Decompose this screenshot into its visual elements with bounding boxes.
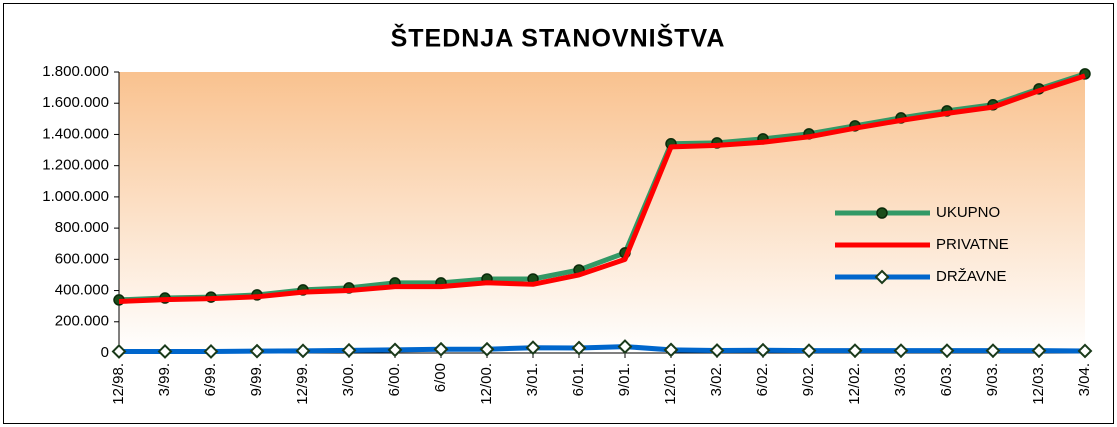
x-tick-label: 3/99.: [156, 363, 173, 396]
data-point: [985, 343, 1001, 359]
data-point: [433, 341, 449, 357]
x-tick-label: 3/02.: [708, 363, 725, 396]
data-point: [295, 343, 311, 359]
data-point: [341, 342, 357, 358]
data-point: [571, 340, 587, 356]
legend-label: UKUPNO: [936, 204, 1000, 221]
x-tick-label: 9/02.: [800, 363, 817, 396]
data-point: [1077, 343, 1093, 359]
data-point: [617, 339, 633, 355]
data-point: [709, 343, 725, 358]
legend-marker: [876, 207, 888, 219]
x-tick-label: 9/03.: [984, 363, 1001, 396]
series-line: [119, 344, 1086, 354]
x-tick-label: 6/01.: [570, 363, 587, 396]
y-tick-label: 0: [101, 344, 109, 361]
legend-label: DRŽAVNE: [936, 268, 1007, 285]
y-tick-label: 800.000: [55, 219, 109, 236]
y-tick-label: 1.000.000: [42, 188, 109, 205]
data-point: [801, 343, 817, 359]
data-point: [111, 344, 127, 359]
x-tick-label: 3/04.: [1076, 363, 1093, 396]
x-tick-label: 9/99.: [248, 363, 265, 396]
x-tick-label: 6/02.: [754, 363, 771, 396]
data-point: [893, 343, 909, 359]
x-tick-label: 12/02.: [846, 363, 863, 405]
x-tick-label: 12/03.: [1030, 363, 1047, 405]
x-tick-label: 12/99.: [294, 363, 311, 405]
x-tick-label: 6/99.: [202, 363, 219, 396]
data-point: [663, 342, 679, 358]
data-point: [939, 343, 955, 359]
y-tick-label: 1.600.000: [42, 94, 109, 111]
x-tick-label: 3/00.: [340, 363, 357, 396]
x-tick-label: 12/01.: [662, 363, 679, 405]
y-tick-label: 1.400.000: [42, 125, 109, 142]
x-tick-label: 6/00.: [386, 363, 403, 396]
data-point: [203, 344, 219, 359]
data-point: [249, 343, 265, 359]
x-tick-label: 9/01.: [616, 363, 633, 396]
x-tick-label: 6/03.: [938, 363, 955, 396]
y-tick-label: 200.000: [55, 313, 109, 330]
data-point: [157, 344, 173, 359]
chart-title: ŠTEDNJA STANOVNIŠTVA: [391, 23, 726, 53]
legend-label: PRIVATNE: [936, 236, 1009, 253]
y-tick-label: 1.200.000: [42, 157, 109, 174]
x-tick-label: 3/03.: [892, 363, 909, 396]
data-point: [479, 341, 495, 357]
data-point: [525, 340, 541, 356]
data-point: [1031, 343, 1047, 359]
y-tick-label: 600.000: [55, 250, 109, 267]
x-tick-label: 3/01.: [524, 363, 541, 396]
y-tick-label: 400.000: [55, 282, 109, 299]
data-point: [387, 342, 403, 358]
y-tick-label: 1.800.000: [42, 63, 109, 80]
data-point: [755, 342, 771, 358]
series-line: [118, 73, 1086, 304]
x-tick-label: 12/98.: [110, 363, 127, 405]
legend-marker: [874, 269, 890, 285]
x-tick-label: 6/00: [432, 363, 449, 392]
x-tick-label: 12/00.: [478, 363, 495, 405]
data-point: [847, 343, 863, 359]
